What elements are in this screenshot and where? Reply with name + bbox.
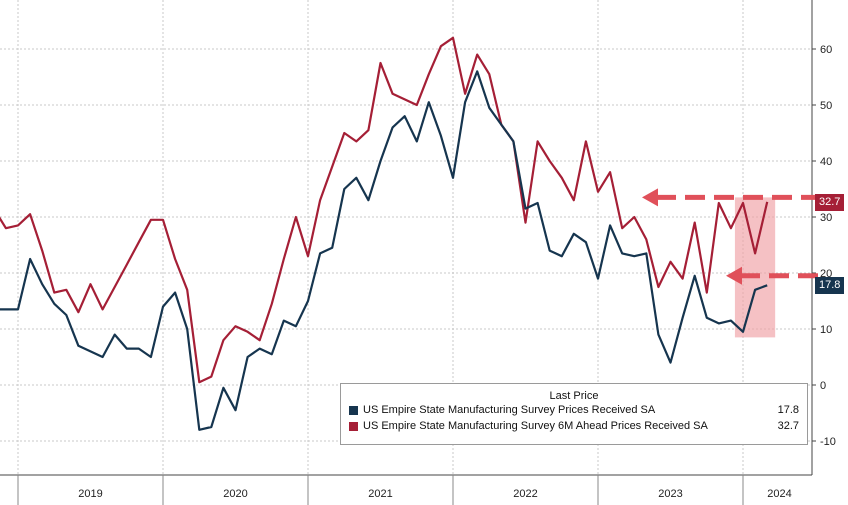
axes xyxy=(0,0,816,505)
series-line-prices-received xyxy=(0,70,768,431)
series-line-6m-ahead xyxy=(0,36,769,384)
y-tick-label: -10 xyxy=(820,436,836,448)
x-tick-label: 2022 xyxy=(513,488,537,500)
y-tick-label: 20 xyxy=(820,268,832,280)
legend-swatch xyxy=(349,421,358,431)
x-tick-label: 2021 xyxy=(368,488,392,500)
legend-series-value: 32.7 xyxy=(777,420,799,432)
x-tick-label: 2024 xyxy=(767,488,791,500)
legend-swatch xyxy=(349,405,358,415)
y-tick-label: 30 xyxy=(820,212,832,224)
arrow-6m-ahead-head xyxy=(642,188,658,207)
x-tick-label: 2020 xyxy=(223,488,247,500)
y-tick-labels: -10 0 10 20 30 40 50 60 xyxy=(820,44,836,448)
last-value-tag-prices-received: 17.8 xyxy=(815,277,845,295)
last-value-tag-6m-ahead: 32.7 xyxy=(815,193,845,211)
x-tick-label: 2019 xyxy=(78,488,102,500)
y-tick-label: 10 xyxy=(820,324,832,336)
series-lines xyxy=(0,36,769,431)
arrow-prices-received-head xyxy=(726,266,742,285)
legend-series-name: US Empire State Manufacturing Survey Pri… xyxy=(363,404,656,416)
x-tick-labels: 2019 2020 2021 2022 2023 2024 xyxy=(78,488,791,500)
legend-series-name: US Empire State Manufacturing Survey 6M … xyxy=(363,420,708,432)
legend-title: Last Price xyxy=(549,390,599,402)
legend-item-prices-received: US Empire State Manufacturing Survey Pri… xyxy=(341,402,807,418)
y-tick-label: 50 xyxy=(820,100,832,112)
legend: Last Price US Empire State Manufacturing… xyxy=(340,383,808,445)
annotation-arrows xyxy=(642,188,820,285)
y-tick-label: 60 xyxy=(820,44,832,56)
legend-item-6m-ahead: US Empire State Manufacturing Survey 6M … xyxy=(341,418,807,434)
y-tick-label: 40 xyxy=(820,156,832,168)
y-tick-label: 0 xyxy=(820,380,826,392)
legend-series-value: 17.8 xyxy=(777,404,799,416)
x-tick-label: 2023 xyxy=(658,488,682,500)
